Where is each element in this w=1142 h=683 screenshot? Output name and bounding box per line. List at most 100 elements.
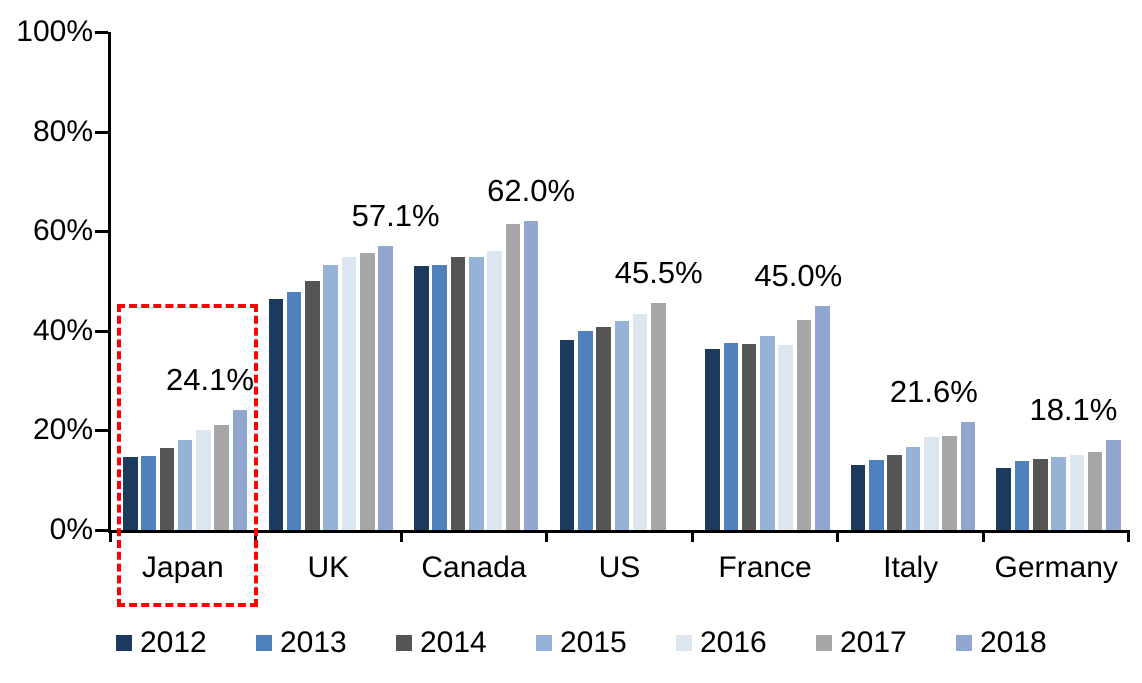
bar-france-2015 bbox=[760, 335, 775, 530]
x-axis-tick bbox=[836, 530, 840, 542]
bar-france-2014 bbox=[741, 344, 757, 530]
legend-label-2015: 2015 bbox=[560, 626, 627, 659]
data-label-germany: 18.1% bbox=[1029, 391, 1118, 427]
bar-germany-2013 bbox=[1014, 460, 1030, 530]
y-axis-label-40: 40% bbox=[32, 313, 93, 347]
category-label-us: US bbox=[598, 551, 641, 584]
bar-italy-2012 bbox=[850, 464, 866, 530]
bar-uk-2014 bbox=[305, 281, 320, 530]
bar-us-2013 bbox=[578, 330, 593, 530]
bar-germany-2014 bbox=[1033, 459, 1048, 530]
bar-japan-2018 bbox=[232, 409, 248, 530]
highlight-box bbox=[117, 304, 258, 607]
bar-france-2016 bbox=[778, 345, 793, 530]
legend-item-2014: 2014 bbox=[396, 626, 487, 660]
legend-swatch-2012 bbox=[116, 635, 132, 651]
bar-group-canada bbox=[414, 32, 539, 530]
bar-uk-2018 bbox=[378, 245, 393, 530]
bar-canada-2014 bbox=[450, 256, 466, 530]
bar-group-uk bbox=[268, 32, 393, 530]
bar-us-2012 bbox=[559, 339, 575, 530]
y-axis-tick bbox=[95, 230, 108, 234]
y-axis-label-60: 60% bbox=[32, 214, 93, 248]
legend-swatch-2016 bbox=[676, 635, 692, 651]
data-label-us: 45.5% bbox=[614, 255, 703, 291]
bar-japan-2016 bbox=[196, 429, 211, 530]
legend-label-2017: 2017 bbox=[840, 626, 907, 659]
legend-item-2015: 2015 bbox=[536, 626, 627, 660]
legend-label-2016: 2016 bbox=[700, 626, 767, 659]
bar-germany-2015 bbox=[1051, 457, 1066, 530]
legend-item-2012: 2012 bbox=[116, 626, 207, 660]
y-axis-label-20: 20% bbox=[32, 413, 93, 447]
category-label-canada: Canada bbox=[421, 551, 527, 584]
bar-japan-2017 bbox=[214, 424, 229, 530]
x-axis-tick bbox=[981, 530, 985, 542]
bar-japan-2014 bbox=[159, 447, 175, 530]
legend-label-2018: 2018 bbox=[980, 626, 1047, 659]
y-axis-tick bbox=[95, 529, 108, 532]
bar-germany-2018 bbox=[1106, 439, 1121, 530]
bar-group-italy bbox=[850, 32, 976, 530]
bar-us-2016 bbox=[632, 313, 648, 530]
bar-germany-2016 bbox=[1069, 454, 1085, 530]
bar-group-japan bbox=[123, 32, 248, 530]
bar-us-2014 bbox=[596, 326, 611, 530]
bar-uk-2017 bbox=[360, 252, 375, 530]
bar-italy-2014 bbox=[887, 454, 902, 530]
bar-us-2015 bbox=[614, 320, 630, 530]
data-label-canada: 62.0% bbox=[487, 173, 576, 209]
bar-canada-2013 bbox=[432, 264, 447, 530]
x-axis-tick bbox=[690, 530, 694, 542]
bar-uk-2015 bbox=[323, 265, 338, 530]
bar-canada-2017 bbox=[505, 224, 521, 530]
bar-france-2012 bbox=[705, 349, 720, 530]
legend-label-2013: 2013 bbox=[280, 626, 347, 659]
bar-italy-2013 bbox=[869, 460, 884, 530]
legend-item-2017: 2017 bbox=[816, 626, 907, 660]
y-axis-line bbox=[108, 32, 111, 533]
y-axis-tick bbox=[95, 429, 108, 433]
legend-item-2013: 2013 bbox=[256, 626, 347, 660]
bar-canada-2012 bbox=[414, 266, 429, 530]
bar-italy-2016 bbox=[924, 436, 939, 530]
y-axis-tick bbox=[95, 329, 108, 333]
data-label-uk: 57.1% bbox=[351, 197, 440, 233]
x-axis-tick bbox=[108, 530, 112, 542]
legend-swatch-2013 bbox=[256, 635, 272, 651]
data-label-japan: 24.1% bbox=[166, 361, 254, 397]
bar-uk-2013 bbox=[286, 291, 302, 530]
bar-japan-2013 bbox=[141, 455, 156, 530]
x-axis-line bbox=[108, 530, 1130, 533]
x-axis-tick bbox=[399, 530, 403, 542]
bar-canada-2015 bbox=[469, 257, 484, 530]
legend-label-2014: 2014 bbox=[420, 626, 487, 659]
bar-japan-2015 bbox=[177, 439, 193, 530]
data-label-italy: 21.6% bbox=[889, 374, 978, 410]
y-axis-tick bbox=[95, 130, 108, 134]
category-label-germany: Germany bbox=[994, 551, 1118, 584]
bar-group-us bbox=[559, 32, 666, 530]
data-label-france: 45.0% bbox=[754, 257, 843, 293]
bar-canada-2016 bbox=[487, 250, 502, 530]
y-axis-label-80: 80% bbox=[32, 114, 93, 148]
bar-japan-2012 bbox=[123, 456, 138, 530]
legend-swatch-2017 bbox=[816, 635, 832, 651]
bar-group-france bbox=[705, 32, 830, 530]
legend-item-2018: 2018 bbox=[956, 626, 1047, 660]
bar-france-2013 bbox=[723, 343, 739, 530]
category-label-uk: UK bbox=[307, 551, 350, 584]
y-axis-label-100: 100% bbox=[16, 15, 93, 48]
bar-canada-2018 bbox=[523, 221, 539, 530]
legend-label-2012: 2012 bbox=[140, 626, 207, 659]
category-label-japan: Japan bbox=[141, 551, 224, 584]
category-label-italy: Italy bbox=[883, 551, 939, 584]
legend-swatch-2018 bbox=[956, 635, 972, 651]
bar-us-2017 bbox=[651, 303, 666, 530]
bar-uk-2016 bbox=[341, 256, 357, 530]
y-axis-label-0: 0% bbox=[49, 513, 93, 546]
legend-item-2016: 2016 bbox=[676, 626, 767, 660]
bar-group-germany bbox=[996, 32, 1121, 530]
bar-france-2017 bbox=[796, 319, 812, 530]
